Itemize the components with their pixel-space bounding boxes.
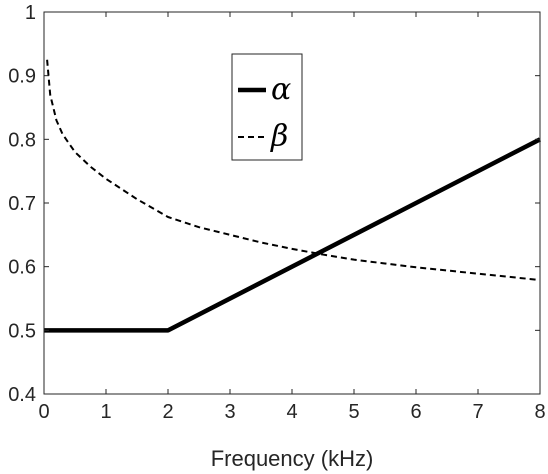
x-tick-label: 1 <box>100 401 111 423</box>
y-tick-label: 0.9 <box>8 66 36 88</box>
x-tick-label: 3 <box>224 401 235 423</box>
legend-label-alpha: α <box>271 72 291 107</box>
legend-box <box>231 53 303 161</box>
x-axis-label: Frequency (kHz) <box>211 446 374 471</box>
x-tick-label: 4 <box>286 401 297 423</box>
x-tick-label: 0 <box>38 401 49 423</box>
series-line-beta <box>46 59 541 282</box>
legend-label-beta: β <box>270 119 288 154</box>
ticks-layer: 0 1 2 3 4 5 6 7 8 0.4 0.5 0.6 0.7 0.8 0.9 1 <box>8 2 545 423</box>
y-tick-label: 0.5 <box>8 320 36 342</box>
y-tick-label: 0.8 <box>8 129 36 151</box>
legend: αβ <box>231 53 303 161</box>
x-tick-label: 5 <box>348 401 359 423</box>
y-tick-label: 0.6 <box>8 257 36 279</box>
series-layer <box>44 59 542 333</box>
x-tick-label: 8 <box>534 401 545 423</box>
y-tick-label: 0.7 <box>8 193 36 215</box>
x-tick-label: 6 <box>410 401 421 423</box>
x-tick-label: 2 <box>162 401 173 423</box>
series-line-alpha <box>44 137 542 333</box>
y-tick-label: 1 <box>25 2 36 24</box>
y-tick-label: 0.4 <box>8 384 36 406</box>
x-tick-label: 7 <box>472 401 483 423</box>
